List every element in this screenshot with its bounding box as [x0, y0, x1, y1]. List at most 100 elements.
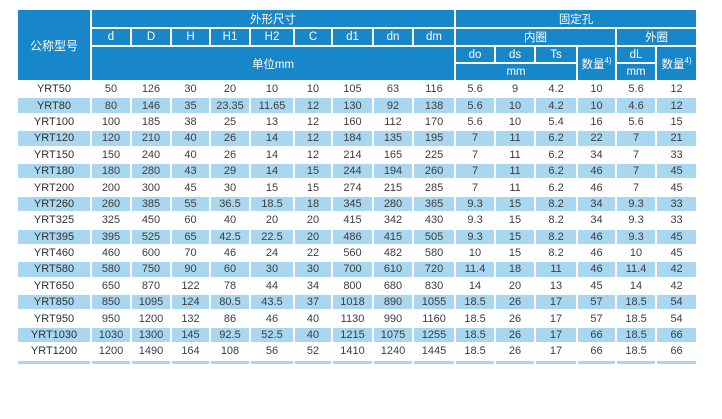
model-cell: YRT260	[16, 194, 92, 214]
value-cell: 42	[655, 276, 699, 296]
col-header-dn: dn	[372, 27, 414, 47]
value-cell: 850	[90, 293, 132, 312]
value-cell: 15	[293, 178, 333, 197]
outer-qty-label: 数量	[661, 58, 685, 71]
value-cell	[494, 358, 537, 366]
value-cell: 36.5	[209, 194, 251, 214]
value-cell: 146	[130, 96, 172, 115]
value-cell: 1095	[130, 293, 172, 312]
value-cell: 10	[494, 112, 537, 132]
value-cell: 52.5	[249, 325, 295, 345]
value-cell	[209, 358, 251, 366]
value-cell: 52	[293, 342, 333, 361]
table-row: YRT120 120 210 40 26 14 12 184 135 195 7 11 6.2 22 7 21	[16, 129, 699, 148]
value-cell: 7	[454, 145, 497, 164]
value-cell: 650	[90, 276, 132, 296]
value-cell: 260	[90, 194, 132, 214]
value-cell: 9.3	[615, 194, 658, 214]
value-cell: 5.4	[534, 112, 579, 132]
value-cell: 430	[411, 211, 457, 230]
value-cell: 33	[655, 194, 699, 214]
value-cell: 26	[494, 293, 537, 312]
value-cell: 30	[293, 260, 333, 279]
model-cell: YRT150	[16, 145, 92, 164]
value-cell: 11	[494, 161, 537, 181]
col-header-d1: d1	[331, 27, 374, 47]
col-header-d: d	[90, 27, 132, 47]
table-row: YRT180 180 280 43 29 14 15 244 194 260 7 11 6.2 46 7 45	[16, 161, 699, 181]
value-cell: 4.6	[615, 96, 658, 115]
value-cell: 6.2	[534, 145, 579, 164]
model-cell: YRT200	[16, 178, 92, 197]
value-cell	[655, 358, 699, 366]
value-cell: 1030	[90, 325, 132, 345]
value-cell: 6.2	[534, 161, 579, 181]
model-cell: YRT950	[16, 309, 92, 328]
value-cell: 40	[209, 211, 251, 230]
value-cell: 285	[411, 178, 457, 197]
value-cell: 15	[494, 243, 537, 263]
table-row: YRT325 325 450 60 40 20 20 415 342 430 9.3 15 8.2 34 9…	[16, 211, 699, 230]
table-row: YRT580 580 750 90 60 30 30 700 610 720 11.4 18 11 46 1…	[16, 260, 699, 279]
value-cell: 4.2	[534, 96, 579, 115]
value-cell: 12	[293, 129, 333, 148]
value-cell: 1075	[372, 325, 414, 345]
value-cell: 8.2	[534, 227, 579, 246]
value-cell: 1410	[331, 342, 374, 361]
value-cell: 130	[331, 96, 374, 115]
value-cell: 22.5	[249, 227, 295, 246]
spec-table: 公称型号 外形尺寸 固定孔 d D H H1 H2 C d1 dn dm 内圈 …	[16, 8, 699, 366]
value-cell: 18.5	[615, 342, 658, 361]
value-cell: 1200	[130, 309, 172, 328]
value-cell: 60	[209, 260, 251, 279]
value-cell: 7	[615, 129, 658, 148]
value-cell: 180	[90, 161, 132, 181]
value-cell: 46	[576, 178, 618, 197]
value-cell: 260	[411, 161, 457, 181]
value-cell: 20	[293, 227, 333, 246]
value-cell: 66	[576, 342, 618, 361]
value-cell: 8.2	[534, 243, 579, 263]
value-cell: 610	[372, 260, 414, 279]
value-cell: 415	[372, 227, 414, 246]
value-cell: 23.35	[209, 96, 251, 115]
value-cell: 40	[170, 145, 211, 164]
value-cell: 15	[494, 211, 537, 230]
value-cell: 4.2	[534, 79, 579, 99]
table-row: YRT650 650 870 122 78 44 34 800 680 830 14 20 13 45 14…	[16, 276, 699, 296]
value-cell: 34	[576, 145, 618, 164]
value-cell: 1130	[331, 309, 374, 328]
value-cell: 5.6	[615, 112, 658, 132]
model-cell: YRT850	[16, 293, 92, 312]
value-cell: 43	[170, 161, 211, 181]
value-cell: 950	[90, 309, 132, 328]
value-cell: 78	[209, 276, 251, 296]
value-cell: 7	[615, 145, 658, 164]
value-cell: 10	[576, 96, 618, 115]
col-header-C: C	[293, 27, 333, 47]
table-body: YRT50 50 126 30 20 10 10 105 63 116 5.6 9 4.2 10 5.6 12…	[16, 79, 699, 366]
value-cell: 105	[331, 79, 374, 99]
value-cell: 830	[411, 276, 457, 296]
value-cell: 45	[655, 178, 699, 197]
col-header-model: 公称型号	[16, 8, 92, 82]
value-cell: 5.6	[454, 112, 497, 132]
value-cell	[293, 358, 333, 366]
value-cell: 6.2	[534, 178, 579, 197]
value-cell: 57	[576, 309, 618, 328]
col-header-D: D	[130, 27, 172, 47]
value-cell: 44	[249, 276, 295, 296]
group-header-fixing-holes: 固定孔	[454, 8, 699, 29]
value-cell: 11	[494, 178, 537, 197]
value-cell: 66	[655, 342, 699, 361]
header-row-columns: d D H H1 H2 C d1 dn dm 内圈 外圈	[17, 27, 699, 47]
value-cell: 7	[454, 129, 497, 148]
value-cell: 11	[534, 260, 579, 279]
value-cell: 70	[170, 243, 211, 263]
value-cell: 42	[655, 260, 699, 279]
model-cell: YRT580	[16, 260, 92, 279]
value-cell: 26	[494, 309, 537, 328]
value-cell: 280	[372, 194, 414, 214]
header-row-groups: 公称型号 外形尺寸 固定孔	[16, 8, 699, 82]
value-cell: 215	[372, 178, 414, 197]
